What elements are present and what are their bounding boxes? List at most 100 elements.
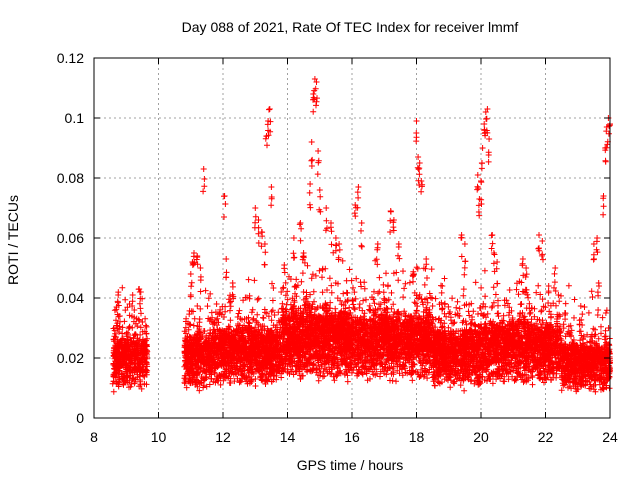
data-point <box>110 347 117 354</box>
data-point <box>263 371 270 378</box>
data-point <box>190 372 197 379</box>
data-point <box>126 377 133 384</box>
data-point <box>236 379 243 386</box>
data-point <box>203 334 210 341</box>
data-point <box>184 339 191 346</box>
data-point <box>130 339 137 346</box>
grid-layer <box>94 58 610 418</box>
data-point <box>142 366 149 373</box>
data-point <box>131 355 138 362</box>
data-point <box>214 377 221 384</box>
data-point <box>121 373 128 380</box>
data-point <box>201 339 208 346</box>
data-point <box>137 324 144 331</box>
data-point <box>204 303 211 310</box>
data-point <box>194 330 201 337</box>
data-point <box>194 303 201 309</box>
data-point <box>126 384 132 391</box>
data-point <box>227 345 234 352</box>
data-point <box>119 284 126 291</box>
data-point <box>196 387 203 394</box>
data-point <box>258 359 265 366</box>
data-point <box>186 333 193 340</box>
data-point <box>195 359 202 366</box>
data-point <box>216 328 222 335</box>
data-point <box>195 346 202 353</box>
data-point <box>185 346 192 353</box>
data-point <box>210 378 217 385</box>
data-point <box>245 338 252 344</box>
data-point <box>200 328 207 334</box>
data-point <box>201 376 208 383</box>
data-point <box>201 360 208 367</box>
data-point <box>123 353 130 360</box>
data-point <box>200 377 207 384</box>
points-layer <box>109 76 613 395</box>
data-point <box>202 347 209 354</box>
data-point <box>121 337 128 344</box>
data-point <box>134 323 141 330</box>
data-point <box>143 360 150 367</box>
data-point <box>206 381 213 388</box>
data-point <box>239 372 246 379</box>
data-point <box>187 321 194 328</box>
data-point <box>182 318 189 325</box>
data-point <box>268 378 275 385</box>
data-point <box>142 315 149 322</box>
data-point <box>182 324 189 331</box>
data-point <box>268 369 275 376</box>
data-point <box>195 363 202 370</box>
data-point <box>133 315 140 322</box>
data-point <box>123 360 130 367</box>
data-point <box>197 305 204 312</box>
data-point <box>122 296 129 303</box>
data-point <box>195 369 201 376</box>
data-point <box>118 370 125 377</box>
data-point <box>192 360 199 367</box>
data-point <box>193 370 200 377</box>
data-point <box>188 340 195 347</box>
data-point <box>181 348 188 355</box>
data-point <box>138 348 145 355</box>
data-point <box>183 330 189 337</box>
data-point <box>203 383 210 390</box>
data-point <box>142 343 149 350</box>
data-point <box>124 336 131 343</box>
data-point <box>187 370 194 377</box>
data-point <box>187 378 194 385</box>
data-point <box>198 364 205 371</box>
data-point <box>133 351 140 358</box>
chart-title: Day 088 of 2021, Rate Of TEC Index for r… <box>182 19 519 35</box>
data-point <box>252 383 259 389</box>
data-point <box>195 340 202 347</box>
data-point <box>118 339 124 346</box>
data-point <box>138 385 145 392</box>
data-point <box>134 360 141 367</box>
data-point <box>194 328 201 335</box>
data-point <box>125 356 132 363</box>
data-point <box>111 307 118 314</box>
data-point <box>200 354 207 361</box>
data-point <box>204 360 211 366</box>
data-point <box>226 359 233 366</box>
data-point <box>119 324 126 331</box>
data-point <box>140 344 147 351</box>
data-point <box>131 361 137 368</box>
data-point <box>131 332 138 339</box>
data-point <box>122 379 129 386</box>
data-point <box>183 384 190 391</box>
data-point <box>205 295 212 302</box>
data-point <box>140 372 147 379</box>
data-point <box>189 354 196 361</box>
data-point <box>143 323 150 330</box>
data-point <box>181 342 188 349</box>
data-point <box>187 359 194 366</box>
data-point <box>202 287 209 294</box>
data-point <box>252 376 259 382</box>
data-point <box>233 371 240 378</box>
data-point <box>142 322 149 329</box>
data-point <box>141 380 148 387</box>
data-point <box>194 338 201 345</box>
